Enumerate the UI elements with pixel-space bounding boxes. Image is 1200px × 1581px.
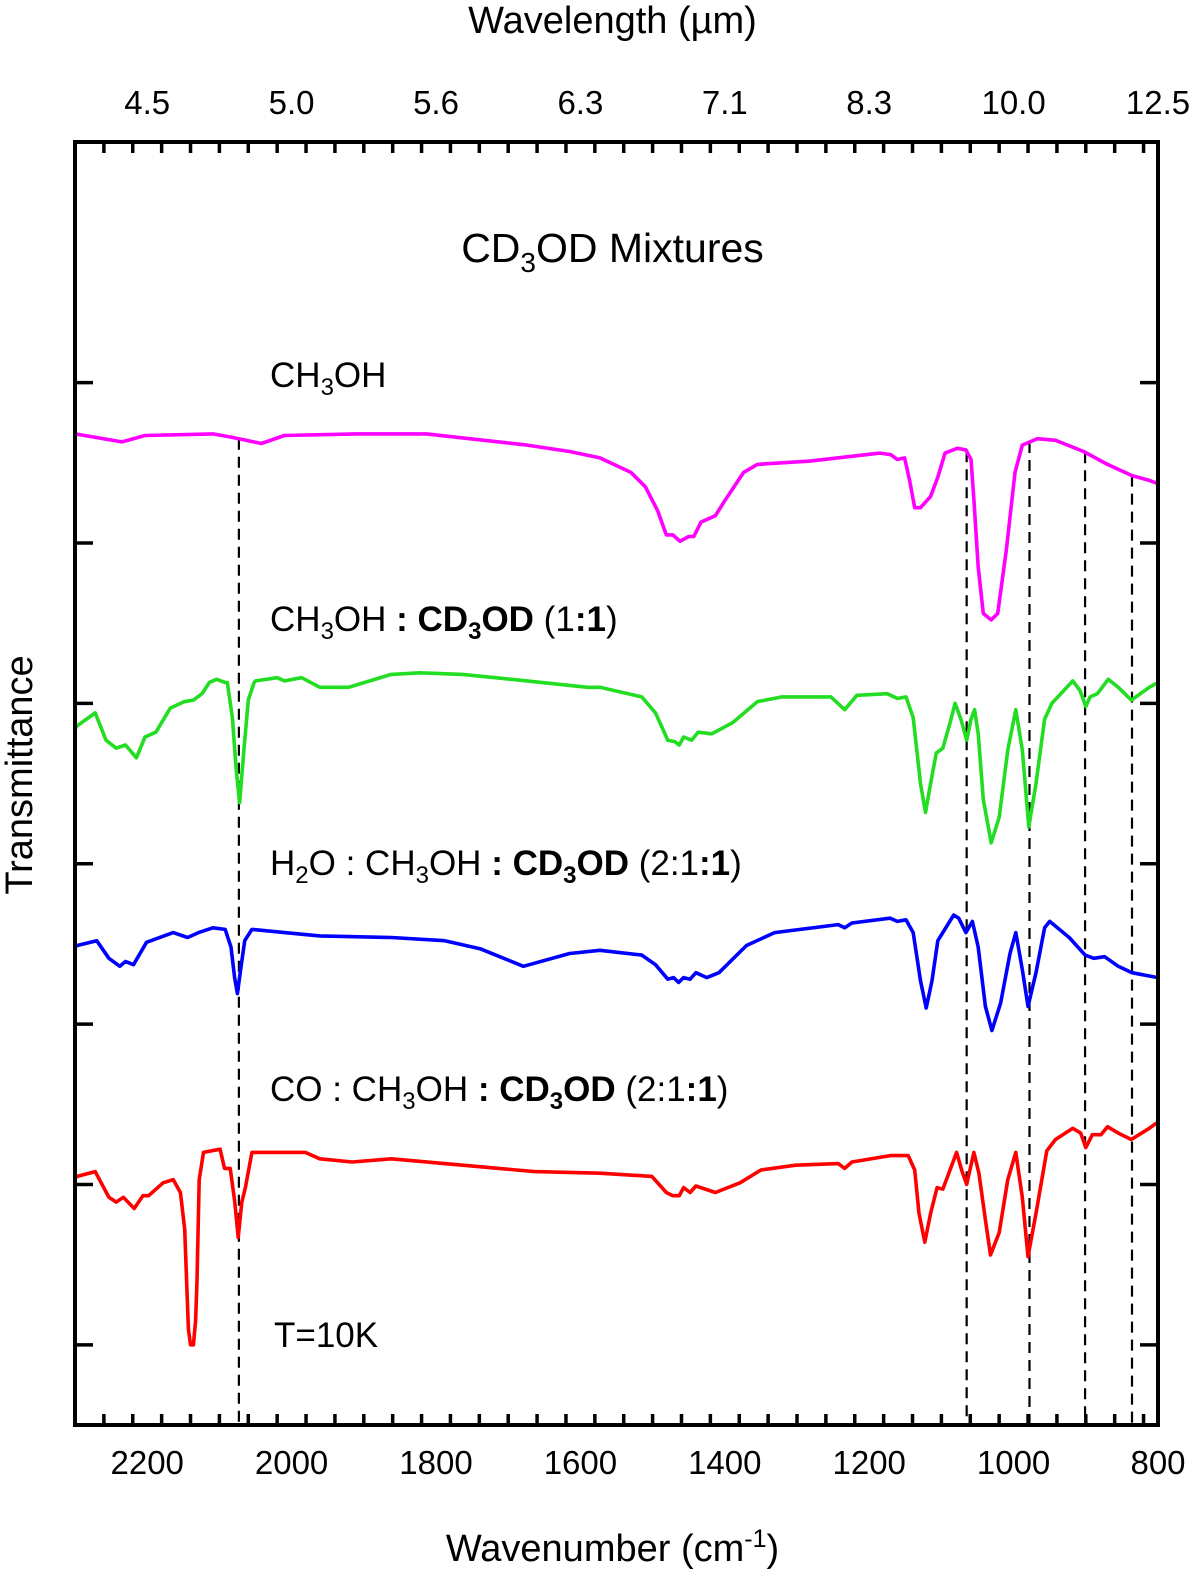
label-text: ): [605, 600, 618, 639]
label-text: ): [716, 1070, 729, 1109]
series-label-co-mixture: CO : CH3OH : CD3OD (2:1:1): [270, 1070, 729, 1114]
label-text: CH: [270, 600, 321, 639]
label-text: H: [270, 844, 296, 883]
label-subscript: 3: [563, 862, 577, 889]
x-tick-label: 1200: [832, 1444, 905, 1481]
x-tick-label: 2000: [255, 1444, 328, 1481]
label-text: OH: [428, 844, 492, 883]
label-text: : CD: [491, 844, 564, 883]
x2-tick-label: 5.6: [413, 84, 459, 121]
label-text: ): [730, 844, 742, 883]
x2-tick-label: 10.0: [981, 84, 1045, 121]
series-line-1: [73, 671, 1160, 845]
x-axis-label-close: ): [766, 1528, 780, 1570]
x-axis-label: Wavenumber (cm-1): [0, 1527, 1200, 1570]
label-text: CD: [461, 225, 521, 271]
label-text: (1: [533, 600, 575, 639]
label-subscript: 3: [402, 1088, 416, 1115]
series-label-ch3oh-cd3od: CH3OH : CD3OD (1:1): [270, 600, 618, 644]
label-subscript: 3: [320, 618, 334, 645]
x-tick-label: 2200: [110, 1444, 183, 1481]
label-text: O : CH: [308, 844, 416, 883]
label-text: CH: [270, 356, 321, 395]
x2-tick-label: 5.0: [269, 84, 315, 121]
label-subscript: 2: [295, 862, 309, 889]
x-tick-label: 1600: [544, 1444, 617, 1481]
label-subscript: 3: [549, 1088, 564, 1115]
x-axis-label-exponent: -1: [744, 1525, 767, 1553]
label-text: : CD: [477, 1070, 550, 1109]
x-tick-label: 1000: [977, 1444, 1050, 1481]
x2-tick-label: 12.5: [1126, 84, 1190, 121]
tick-labels: 2200 4.5 2000 5.0 1800 5.6 1600 6.3 1400 7.1 1200 8…: [110, 84, 1190, 1481]
label-text: OH: [333, 356, 387, 395]
spectrum-curves: [73, 432, 1160, 1347]
label-text: : CD: [396, 600, 469, 639]
top-axis-label: Wavelength (µm): [468, 0, 757, 42]
y-axis-label: Transmittance: [0, 655, 41, 895]
label-subscript: 3: [520, 247, 536, 278]
label-subscript: 3: [415, 862, 429, 889]
label-text: (2:1: [615, 1070, 686, 1109]
series-label-ch3oh: CH3OH: [270, 356, 387, 400]
series-line-2: [73, 913, 1160, 1033]
label-text: CO : CH: [270, 1070, 403, 1109]
label-text: OD Mixtures: [535, 225, 764, 271]
label-text: (2:1: [628, 844, 700, 883]
label-text: :1: [685, 1070, 717, 1109]
x-tick-label: 800: [1130, 1444, 1185, 1481]
x2-tick-label: 6.3: [557, 84, 603, 121]
x-axis-label-text: Wavenumber (cm: [445, 1528, 745, 1570]
label-subscript: 3: [320, 374, 334, 401]
label-text: OH: [333, 600, 397, 639]
label-text: OD: [563, 1070, 616, 1109]
temperature-annotation: T=10K: [274, 1316, 379, 1355]
series-line-3: [73, 1120, 1160, 1347]
label-text: OH: [415, 1070, 478, 1109]
x2-tick-label: 8.3: [846, 84, 892, 121]
x-tick-label: 1400: [688, 1444, 761, 1481]
label-subscript: 3: [468, 618, 482, 645]
chart-title: CD3OD Mixtures: [0, 225, 1200, 277]
label-text: OD: [481, 600, 534, 639]
label-text: OD: [576, 844, 629, 883]
label-text: :1: [574, 600, 606, 639]
plot-frame: [73, 140, 1160, 1427]
series-line-0: [73, 432, 1160, 622]
x2-tick-label: 7.1: [702, 84, 748, 121]
label-text: :1: [699, 844, 731, 883]
x-tick-label: 1800: [399, 1444, 472, 1481]
x2-tick-label: 4.5: [124, 84, 170, 121]
dashed-reference-lines: [237, 438, 1134, 1425]
series-label-h2o-mixture: H2O : CH3OH : CD3OD (2:1:1): [270, 844, 742, 888]
